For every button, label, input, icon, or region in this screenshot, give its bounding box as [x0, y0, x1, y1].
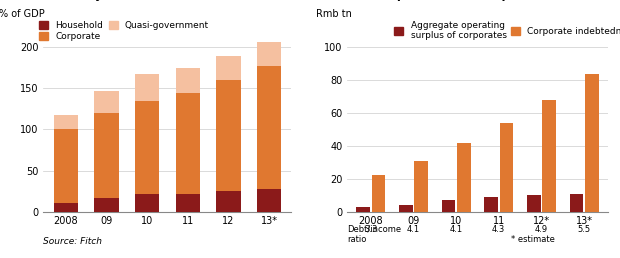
Bar — [175, 68, 200, 93]
Bar — [53, 203, 78, 212]
Bar — [457, 143, 471, 212]
Bar — [257, 42, 281, 66]
Text: % of GDP: % of GDP — [0, 9, 45, 19]
Text: Source: Fitch: Source: Fitch — [43, 237, 102, 246]
Bar — [216, 191, 241, 212]
Text: 4.1: 4.1 — [407, 225, 420, 234]
Bar — [500, 123, 513, 212]
Bar — [94, 91, 118, 113]
Bar — [257, 66, 281, 189]
Bar — [53, 115, 78, 130]
Text: Rmb tn: Rmb tn — [316, 9, 352, 19]
Bar — [135, 75, 159, 101]
Text: Debt/income: Debt/income — [347, 225, 401, 234]
Bar — [399, 205, 412, 212]
Bar — [53, 130, 78, 203]
Bar — [257, 189, 281, 212]
Text: 5.5: 5.5 — [578, 225, 591, 234]
Bar — [570, 194, 583, 212]
Bar — [135, 101, 159, 194]
Bar — [175, 93, 200, 194]
Bar — [216, 55, 241, 80]
Bar — [441, 200, 455, 212]
Bar — [542, 100, 556, 212]
Bar — [414, 161, 428, 212]
Bar — [175, 194, 200, 212]
Bar — [94, 113, 118, 198]
Text: Trends in corporate debt and profit: Trends in corporate debt and profit — [316, 0, 536, 1]
Bar — [135, 194, 159, 212]
Bar — [216, 80, 241, 191]
Bar — [527, 195, 541, 212]
Text: ratio: ratio — [347, 235, 366, 244]
Bar — [484, 197, 498, 212]
Bar — [585, 74, 599, 212]
Text: 4.3: 4.3 — [492, 225, 505, 234]
Text: 4.9: 4.9 — [535, 225, 548, 234]
Text: 4.1: 4.1 — [450, 225, 463, 234]
Text: * estimate: * estimate — [511, 235, 555, 244]
Text: Indebtedness by Sector: Indebtedness by Sector — [0, 0, 146, 1]
Legend: Household, Corporate, Quasi-government: Household, Corporate, Quasi-government — [35, 17, 213, 45]
Text: 3.3: 3.3 — [364, 225, 378, 234]
Legend: Aggregate operating
surplus of corporates, Corporate indebtedness: Aggregate operating surplus of corporate… — [391, 17, 620, 44]
Bar — [356, 207, 370, 212]
Bar — [94, 198, 118, 212]
Bar — [371, 175, 385, 212]
